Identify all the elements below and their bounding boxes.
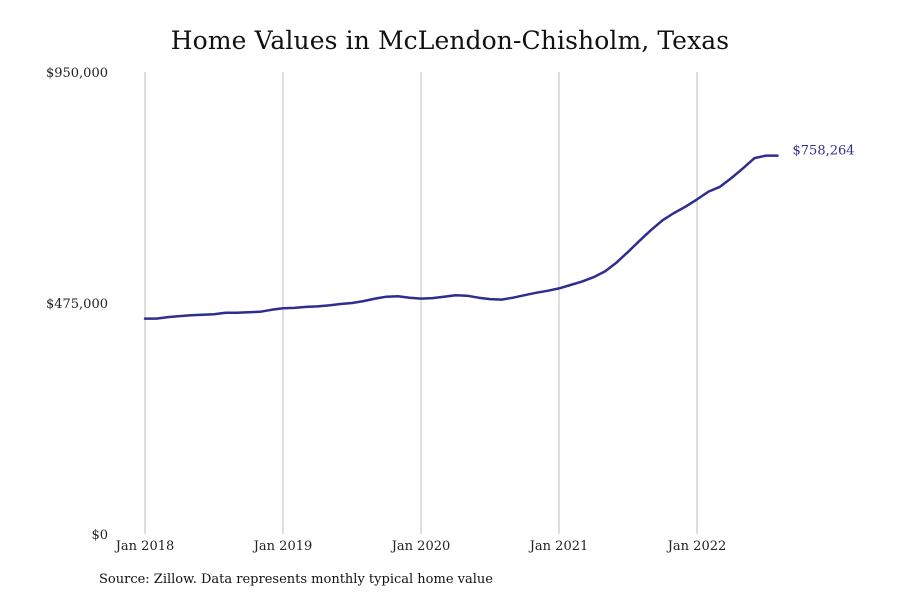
y-axis-ticks: $0 $475,000 $950,000 <box>46 66 108 543</box>
x-tick-label: Jan 2019 <box>252 539 313 554</box>
x-tick-label: Jan 2020 <box>390 539 451 554</box>
y-tick-label: $950,000 <box>46 66 108 81</box>
source-note: Source: Zillow. Data represents monthly … <box>99 572 493 587</box>
y-tick-label: $475,000 <box>46 297 108 312</box>
chart-title: Home Values in McLendon-Chisholm, Texas <box>170 26 730 55</box>
end-value-label: $758,264 <box>793 144 855 159</box>
x-axis-ticks: Jan 2018 Jan 2019 Jan 2020 Jan 2021 Jan 2022 <box>114 539 727 554</box>
vertical-gridlines <box>144 72 698 534</box>
x-tick-label: Jan 2018 <box>114 539 175 554</box>
x-tick-label: Jan 2021 <box>528 539 589 554</box>
y-tick-label: $0 <box>91 528 108 543</box>
x-tick-label: Jan 2022 <box>666 539 727 554</box>
home-value-line <box>143 154 779 320</box>
